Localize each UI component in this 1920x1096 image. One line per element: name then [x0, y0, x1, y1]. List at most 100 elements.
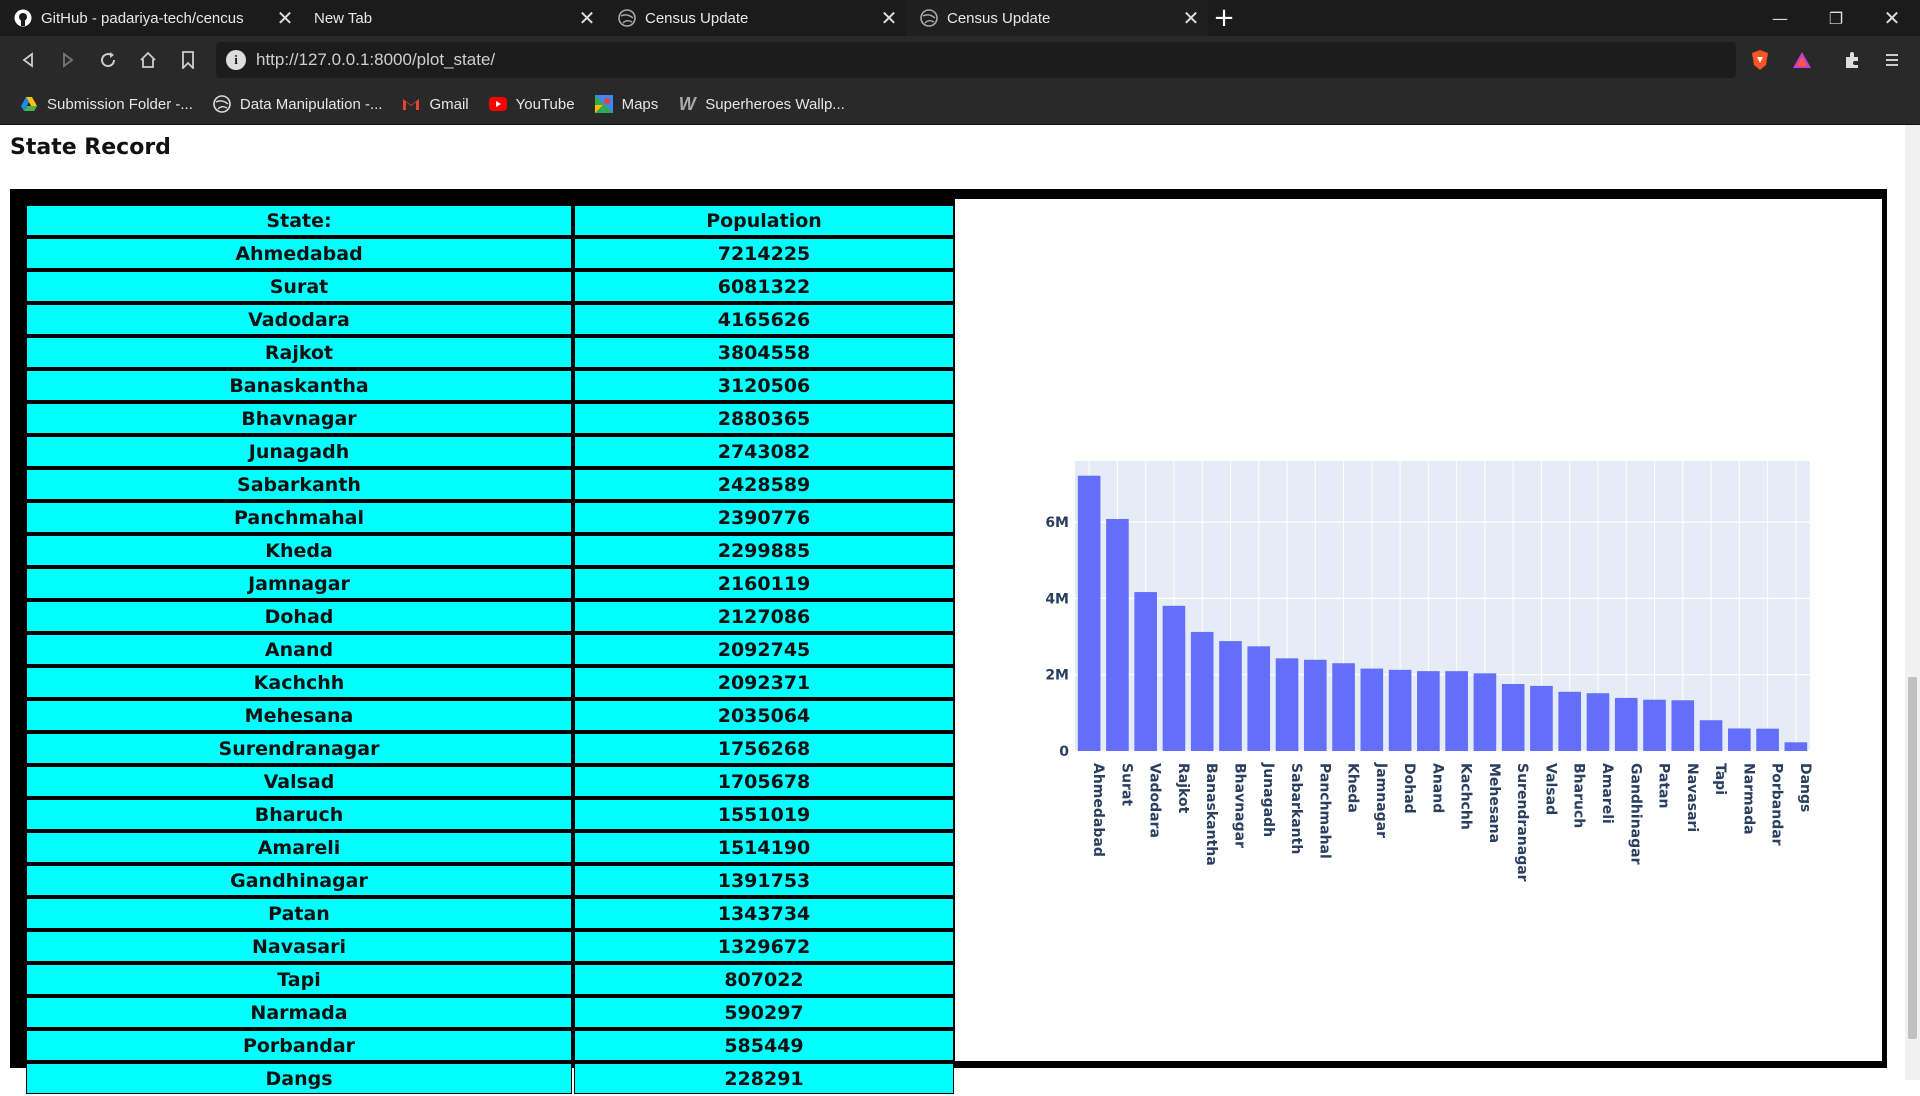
chart-bar[interactable]: [1671, 700, 1695, 751]
tab-github[interactable]: GitHub - padariya-tech/cencus ✕: [0, 0, 302, 36]
table-row: Sabarkanth 2428589: [26, 469, 954, 500]
close-window-icon[interactable]: ✕: [1883, 6, 1901, 30]
address-bar[interactable]: i http://127.0.0.1:8000/plot_state/: [216, 42, 1736, 78]
state-cell: Tapi: [26, 964, 572, 995]
scrollbar-thumb[interactable]: [1908, 677, 1917, 1039]
chart-bar[interactable]: [1303, 659, 1327, 751]
youtube-icon: [488, 95, 507, 113]
chart-svg: 0 2M 4M 6M Ahmedabad Surat Vadodara Rajkot Banas…: [1045, 461, 1813, 882]
tab-census-update-active[interactable]: Census Update ✕: [906, 0, 1208, 36]
x-tick-label: Bhavnagar: [1231, 763, 1247, 848]
table-row: Mehesana 2035064: [26, 700, 954, 731]
chart-bar[interactable]: [1360, 668, 1384, 751]
back-icon[interactable]: [14, 46, 42, 74]
chart-bar[interactable]: [1756, 728, 1779, 751]
restore-icon[interactable]: ❐: [1828, 8, 1844, 28]
home-icon[interactable]: [134, 46, 162, 74]
chart-bar[interactable]: [1190, 631, 1214, 751]
state-cell: Narmada: [26, 997, 572, 1028]
chart-bar[interactable]: [1106, 518, 1129, 751]
tab-label: New Tab: [314, 9, 373, 27]
chart-bar[interactable]: [1586, 693, 1610, 751]
bookmark-superheroes[interactable]: W Superheroes Wallp...: [678, 94, 845, 114]
globe-icon: [618, 9, 636, 27]
new-tab-button[interactable]: +: [1213, 3, 1235, 33]
chart-bar[interactable]: [1219, 641, 1242, 751]
x-tick-label: Mehesana: [1486, 763, 1502, 843]
chart-bar[interactable]: [1332, 663, 1355, 751]
bookmark-data-manipulation[interactable]: Data Manipulation -...: [213, 95, 382, 113]
extensions-icon[interactable]: [1838, 46, 1866, 74]
state-cell: Surendranagar: [26, 733, 572, 764]
x-tick-label: Porbandar: [1769, 763, 1785, 846]
chart-bar[interactable]: [1275, 658, 1299, 751]
state-cell: Vadodara: [26, 304, 572, 335]
state-cell: Valsad: [26, 766, 572, 797]
tab-label: Census Update: [645, 9, 749, 27]
chart-bar[interactable]: [1162, 605, 1186, 751]
page-scrollbar[interactable]: [1905, 125, 1920, 1080]
table-row: Vadodara 4165626: [26, 304, 954, 335]
population-cell: 2092745: [574, 634, 954, 665]
site-info-icon[interactable]: i: [226, 50, 246, 70]
tab-new-tab[interactable]: New Tab ✕: [302, 0, 604, 36]
close-tab-icon[interactable]: ✕: [276, 7, 294, 30]
tab-label: Census Update: [947, 9, 1051, 27]
table-row: Anand 2092745: [26, 634, 954, 665]
state-cell: Dohad: [26, 601, 572, 632]
minimize-icon[interactable]: —: [1772, 8, 1788, 28]
chart-bar[interactable]: [1445, 671, 1468, 751]
chart-bar[interactable]: [1473, 673, 1497, 751]
x-tick-label: Vadodara: [1147, 763, 1163, 838]
state-cell: Patan: [26, 898, 572, 929]
state-cell: Panchmahal: [26, 502, 572, 533]
chart-bar[interactable]: [1699, 720, 1723, 751]
x-tick-label: Narmada: [1740, 763, 1756, 835]
bookmark-icon[interactable]: [174, 46, 202, 74]
population-table-wrapper: State: Population Ahmedabad 7214225 Surat 6…: [20, 199, 954, 1094]
bookmark-youtube[interactable]: YouTube: [488, 95, 575, 113]
chart-bar[interactable]: [1134, 592, 1157, 751]
record-container: State: Population Ahmedabad 7214225 Surat 6…: [10, 189, 1887, 1094]
chart-bar[interactable]: [1247, 646, 1271, 751]
bookmark-submission-folder[interactable]: Submission Folder -...: [20, 95, 193, 113]
chart-bar[interactable]: [1784, 742, 1808, 751]
menu-icon[interactable]: [1878, 46, 1906, 74]
tab-census-update[interactable]: Census Update ✕: [604, 0, 906, 36]
chart-bar[interactable]: [1558, 691, 1582, 751]
x-tick-label: Surat: [1118, 763, 1134, 806]
x-tick-label: Gandhinagar: [1627, 763, 1643, 865]
chart-bar[interactable]: [1614, 697, 1638, 751]
population-cell: 2035064: [574, 700, 954, 731]
state-cell: Jamnagar: [26, 568, 572, 599]
chart-bar[interactable]: [1077, 475, 1101, 751]
close-tab-icon[interactable]: ✕: [880, 7, 898, 30]
close-tab-icon[interactable]: ✕: [1182, 7, 1200, 30]
reload-icon[interactable]: [94, 46, 122, 74]
chart-bar[interactable]: [1530, 685, 1553, 751]
state-cell: Gandhinagar: [26, 865, 572, 896]
table-row: Ahmedabad 7214225: [26, 238, 954, 269]
chart-bar[interactable]: [1643, 699, 1666, 751]
x-tick-label: Tapi: [1712, 763, 1728, 795]
forward-icon[interactable]: [54, 46, 82, 74]
bookmark-label: Submission Folder -...: [47, 95, 193, 113]
x-tick-label: Banaskantha: [1203, 763, 1219, 866]
bookmark-gmail[interactable]: Gmail: [402, 95, 469, 113]
table-row: Amareli 1514190: [26, 832, 954, 863]
brave-shield-icon[interactable]: [1746, 46, 1774, 74]
population-cell: 2390776: [574, 502, 954, 533]
chart-bar[interactable]: [1417, 671, 1440, 751]
chart-bar[interactable]: [1728, 728, 1751, 751]
brave-rewards-icon[interactable]: [1788, 46, 1816, 74]
chart-bar[interactable]: [1501, 683, 1525, 751]
url-text: http://127.0.0.1:8000/plot_state/: [256, 50, 496, 69]
globe-icon: [213, 95, 231, 113]
y-tick-label: 6M: [1045, 515, 1069, 531]
close-tab-icon[interactable]: ✕: [578, 7, 596, 30]
state-cell: Kheda: [26, 535, 572, 566]
bookmark-maps[interactable]: Maps: [594, 95, 658, 113]
chart-bar[interactable]: [1388, 669, 1412, 751]
population-cell: 7214225: [574, 238, 954, 269]
population-cell: 6081322: [574, 271, 954, 302]
